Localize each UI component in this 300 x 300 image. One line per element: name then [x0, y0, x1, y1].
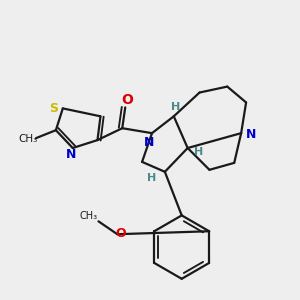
Text: CH₃: CH₃ [19, 134, 38, 144]
Text: H: H [147, 173, 157, 183]
Text: H: H [171, 102, 180, 112]
Text: N: N [144, 136, 154, 148]
Text: N: N [246, 128, 256, 141]
Text: N: N [66, 148, 76, 161]
Text: O: O [121, 94, 133, 107]
Text: S: S [50, 102, 58, 115]
Text: O: O [115, 227, 126, 240]
Text: CH₃: CH₃ [80, 212, 98, 221]
Text: H: H [194, 147, 203, 157]
